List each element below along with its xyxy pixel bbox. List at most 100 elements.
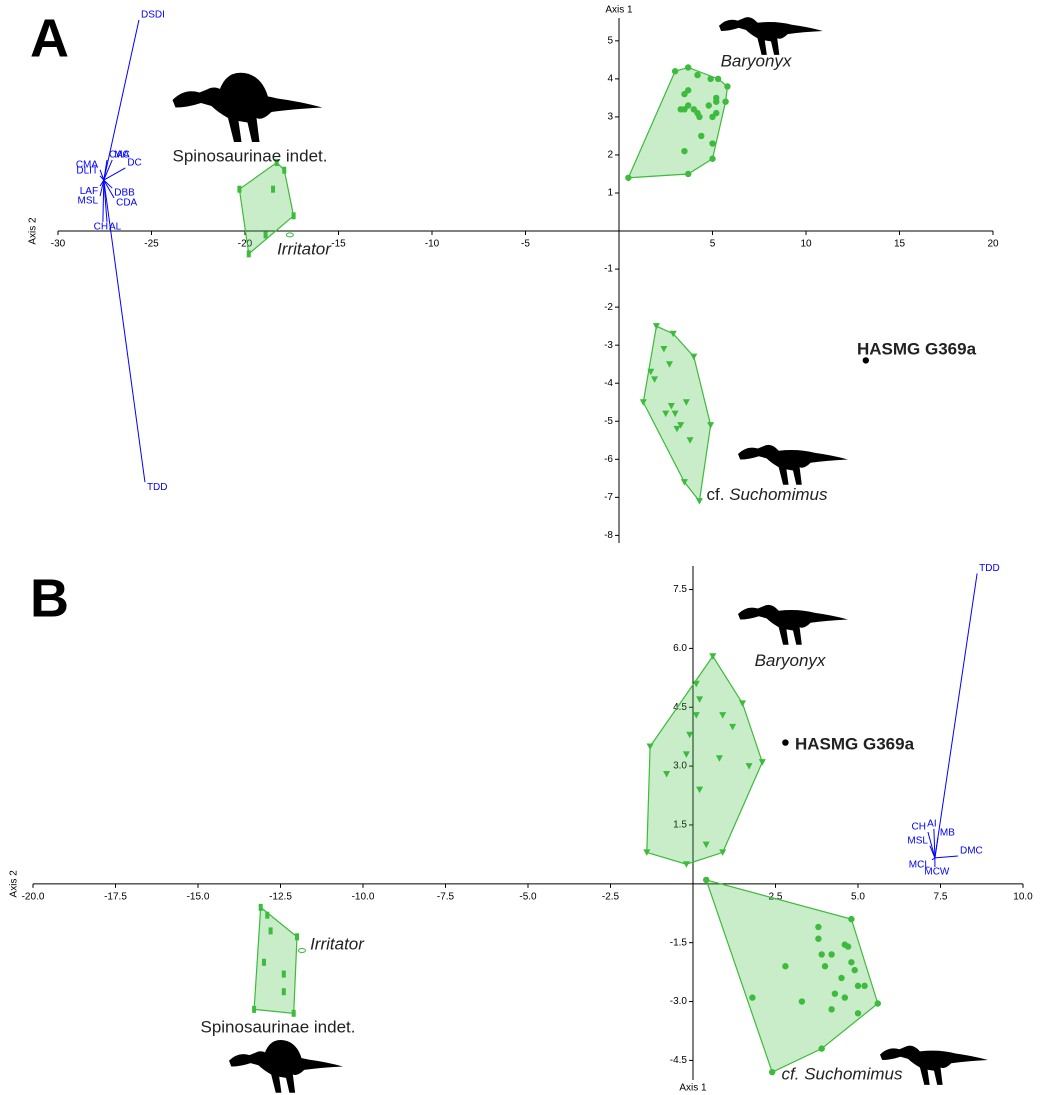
point [271,186,275,193]
point [282,988,286,995]
vector-label: TDD [147,482,168,493]
x-tick-label: -10 [425,239,440,250]
point [855,1010,861,1016]
y-tick-label: 3 [607,112,613,123]
point [822,963,828,969]
x-tick-label: -12.5 [269,891,292,902]
point [625,175,631,181]
y-tick-label: -2 [604,302,613,313]
series-label: Spinosaurinae indet. [172,146,327,165]
y-tick-label: -7 [604,492,613,503]
vector-label: DSDI [141,10,165,21]
x-tick-label: -15.0 [187,891,210,902]
series-label: HASMG G369a [795,734,915,753]
y-tick-label: -6 [604,454,613,465]
point [815,936,821,942]
point [703,877,709,883]
vector-label: DMC [960,846,983,857]
x-tick-label: -10.0 [352,891,375,902]
point [709,140,715,146]
point [282,971,286,978]
series-label: Irritator [277,239,332,258]
y-tick-label: 7.5 [673,584,687,595]
point [262,959,266,966]
point [681,91,687,97]
point [861,983,867,989]
series-label: Irritator [310,934,365,953]
point [696,114,702,120]
panel: B-20.0-17.5-15.0-12.5-10.0-7.5-5.0-2.52.… [9,563,1034,1094]
figure: A-30-25-20-15-10-5510152054321-1-2-3-4-5… [0,0,1040,1095]
point [685,64,691,70]
y-tick-label: 6.0 [673,643,687,654]
y-tick-label: 1 [607,188,613,199]
point [685,171,691,177]
y-tick-label: 4 [607,74,613,85]
point [819,951,825,957]
loading-vector [104,168,126,180]
series-label: HASMG G369a [857,339,977,358]
point [282,167,286,174]
x-tick-label: -5.0 [519,891,537,902]
x-tick-label: -15 [331,239,346,250]
vector-label: MSL [78,196,99,207]
point [875,1000,881,1006]
silhouette [738,605,848,645]
y-axis-title: Axis 2 [9,870,20,898]
point [265,912,269,919]
vector-label: DLIT [76,166,98,177]
x-tick-label: -2.5 [602,891,620,902]
point [706,102,712,108]
point [845,943,851,949]
point [237,186,241,193]
point [698,133,704,139]
vector-label: DC [127,158,141,169]
point [855,983,861,989]
x-tick-label: 10 [800,239,812,250]
vector-label: MCW [924,867,950,878]
point [709,156,715,162]
x-tick-label: -25 [144,239,159,250]
y-tick-label: 5 [607,35,613,46]
series-label: Baryonyx [755,651,826,670]
point [815,924,821,930]
point [782,739,788,745]
x-tick-label: 7.5 [934,891,948,902]
point [852,967,858,973]
point [819,1045,825,1051]
x-tick-label: -5 [521,239,530,250]
loading-vector [935,838,938,858]
point [715,76,721,82]
panel-label: A [30,8,69,68]
point [252,1006,256,1013]
y-tick-label: -1.5 [670,937,688,948]
series-label: cf. Suchomimus [782,1064,903,1083]
vector-label: CDA [116,198,137,209]
vector-label: CH [912,822,926,833]
silhouette [173,73,323,142]
point [292,1010,296,1017]
point [707,76,713,82]
loading-vector [935,856,958,858]
point [269,927,273,934]
point [683,861,690,868]
convex-hull [706,880,878,1072]
point [713,95,719,101]
x-tick-label: 5.0 [851,891,865,902]
series-label: cf. Suchomimus [707,485,828,504]
y-tick-label: -4.5 [670,1055,688,1066]
loading-vector [935,573,977,857]
y-tick-label: -3 [604,340,613,351]
vector-label: MB [940,828,955,839]
vector-label: MSL [907,835,928,846]
x-tick-label: 15 [894,239,906,250]
y-tick-label: -4 [604,378,613,389]
point [694,72,700,78]
point [848,959,854,965]
point [298,949,305,953]
loading-vector [103,180,104,222]
silhouette [738,445,848,485]
x-tick-label: 5 [710,239,716,250]
series-label: Spinosaurinae indet. [200,1017,355,1036]
vector-label: AI [927,819,936,830]
